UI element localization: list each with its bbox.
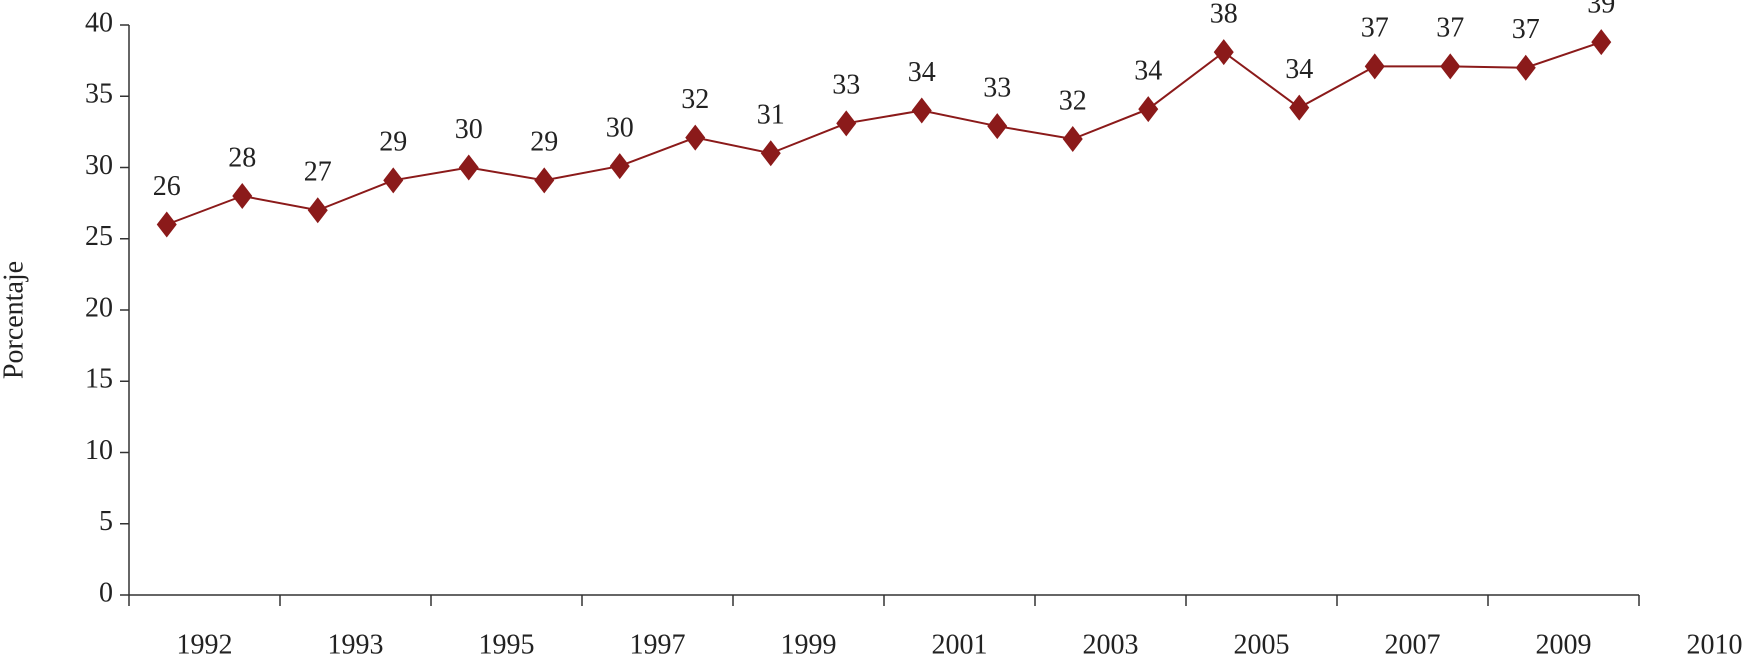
- x-tick-label: 1995: [479, 629, 535, 659]
- marker: [1062, 126, 1083, 152]
- marker: [1364, 53, 1385, 80]
- y-tick-label: 25: [85, 221, 113, 252]
- data-label: 34: [1285, 54, 1313, 85]
- x-tick-label: 2007: [1385, 629, 1441, 659]
- marker: [685, 124, 706, 151]
- marker: [458, 154, 479, 181]
- x-tick-label: 1997: [630, 629, 686, 659]
- data-label: 37: [1361, 13, 1389, 44]
- data-label: 30: [455, 114, 483, 145]
- data-label: 29: [530, 127, 558, 158]
- x-tick-label: 2003: [1083, 629, 1139, 659]
- data-label: 37: [1436, 13, 1464, 44]
- marker: [836, 110, 857, 137]
- y-tick-label: 20: [85, 292, 113, 323]
- data-label: 37: [1512, 14, 1540, 45]
- marker: [383, 167, 404, 194]
- x-tick-label: 2010: [1687, 629, 1743, 659]
- x-tick-label: 1993: [328, 629, 384, 659]
- marker: [1289, 94, 1310, 121]
- marker: [1591, 29, 1612, 56]
- y-tick-label: 30: [85, 150, 113, 181]
- data-label: 28: [228, 142, 256, 173]
- marker: [232, 183, 253, 209]
- series-line: [166, 41, 1602, 226]
- data-label: 33: [983, 73, 1011, 104]
- data-label: 32: [681, 84, 709, 115]
- data-label: 38: [1210, 0, 1238, 29]
- marker: [1138, 96, 1159, 123]
- x-tick-label: 2001: [932, 629, 988, 659]
- y-tick-label: 15: [85, 364, 113, 395]
- x-tick-label: 1999: [781, 629, 837, 659]
- marker: [534, 167, 555, 194]
- marker: [156, 211, 177, 238]
- data-label: 33: [832, 70, 860, 101]
- y-tick-label: 5: [99, 506, 113, 537]
- x-tick-label: 1992: [177, 629, 233, 659]
- data-label: 34: [908, 57, 936, 88]
- data-label: 26: [153, 171, 181, 202]
- marker: [760, 140, 781, 167]
- y-tick-label: 35: [85, 79, 113, 110]
- marker: [1440, 53, 1461, 80]
- data-label: 29: [379, 127, 407, 158]
- y-tick-label: 10: [85, 435, 113, 466]
- marker: [1213, 39, 1234, 66]
- y-axis-label: Porcentaje: [0, 261, 29, 379]
- y-tick-label: 40: [85, 7, 113, 38]
- data-label: 34: [1134, 55, 1162, 86]
- marker: [307, 197, 328, 224]
- marker: [1515, 54, 1536, 81]
- data-label: 30: [606, 112, 634, 143]
- data-label: 39: [1587, 0, 1615, 20]
- x-tick-label: 2005: [1234, 629, 1290, 659]
- x-tick-label: 2009: [1536, 629, 1592, 659]
- data-label: 27: [304, 157, 332, 188]
- data-label: 32: [1059, 85, 1087, 116]
- marker: [987, 113, 1008, 140]
- marker: [911, 97, 932, 124]
- data-label: 31: [757, 100, 785, 131]
- marker: [609, 153, 630, 180]
- y-tick-label: 0: [99, 577, 113, 608]
